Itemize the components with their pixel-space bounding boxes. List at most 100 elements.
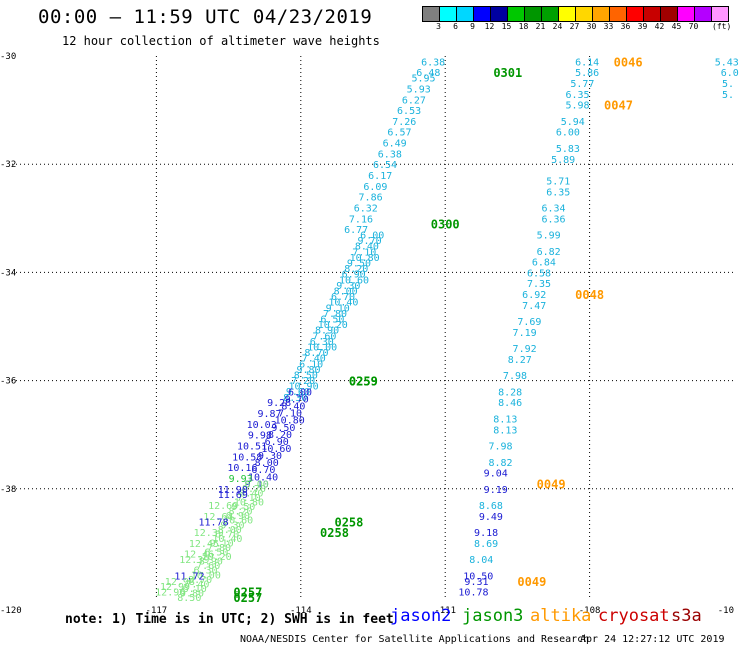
swh-dense-mark: 6.90 [342, 270, 366, 281]
swh-dense-mark: 10.40 [248, 472, 278, 483]
swh-label: 5.95 [411, 74, 435, 85]
swh-dense-mark: 6.30 [193, 566, 217, 577]
y-tick-label: -36 [0, 377, 16, 387]
swh-label: 5.77 [570, 79, 594, 90]
swh-dense-mark: 9.70 [285, 394, 309, 405]
legend-swatch [559, 6, 576, 22]
swh-label: 6.54 [373, 160, 397, 171]
swh-label: 8.69 [474, 539, 498, 550]
swh-label: 11.72 [174, 571, 204, 582]
swh-dense-mark: 8.20 [344, 264, 368, 275]
swh-label: 6.14 [575, 57, 599, 68]
swh-dense-mark: 7.40 [302, 354, 326, 365]
swh-label: 6.38 [378, 149, 402, 160]
grid-lines [12, 56, 734, 597]
swh-label: 5.43 [715, 57, 739, 68]
swh-label: 6.36 [541, 214, 565, 225]
time-label: 0259 [349, 375, 378, 389]
swh-label: 12.39 [179, 555, 209, 566]
swh-dense-mark: 9.30 [258, 451, 282, 462]
swh-label: 9.49 [479, 512, 503, 523]
page-subtitle: 12 hour collection of altimeter wave hei… [62, 34, 380, 48]
swh-dense-mark: 9.70 [242, 484, 266, 495]
swh-label: 9.04 [484, 469, 508, 480]
swh-label: 5. [722, 90, 734, 101]
legend-swatch [457, 6, 474, 22]
footer-credit: NOAA/NESDIS Center for Satellite Applica… [240, 634, 590, 645]
swh-label: 11.90 [218, 485, 248, 496]
swh-label: 9.28 [267, 398, 291, 409]
swh-label: 7.16 [349, 214, 373, 225]
swh-dense-mark: 9.30 [336, 281, 360, 292]
swh-dense-mark: 10.80 [350, 253, 380, 264]
swh-dense-mark: 8.20 [228, 507, 252, 518]
swh-dense-mark: 10.60 [223, 516, 253, 527]
swh-dense-mark: 10.40 [212, 534, 242, 545]
swh-dense-mark: 8.00 [334, 286, 358, 297]
swh-label: 6.48 [416, 68, 440, 79]
swh-dense-mark: 9.10 [245, 479, 269, 490]
swh-label: 7.69 [517, 317, 541, 328]
swh-dense-mark: 6.70 [215, 529, 239, 540]
swh-label: 9.93 [229, 474, 253, 485]
swh-label: 6.38 [421, 57, 445, 68]
swh-label: 9.18 [474, 528, 498, 539]
legend-tick-label: 45 [671, 22, 682, 31]
time-label: 0300 [431, 218, 460, 232]
swh-label: 10.16 [227, 463, 257, 474]
satellite-label-jason3: jason3 [462, 606, 524, 626]
y-tick-label: -38 [0, 485, 16, 495]
legend-tick-label: 39 [637, 22, 648, 31]
swh-dense-mark: 8.40 [239, 488, 263, 499]
legend-swatch [695, 6, 712, 22]
time-label: 0257 [233, 591, 262, 605]
x-tick-label: -111 [434, 606, 456, 616]
swh-label: 7.98 [488, 442, 512, 453]
legend-tick-label: 30 [586, 22, 597, 31]
swh-label: 7.92 [513, 344, 537, 355]
swh-dense-mark: 7.80 [323, 309, 347, 320]
legend-swatch [610, 6, 627, 22]
swh-dense-mark: 10.80 [275, 416, 305, 427]
legend-tick-label: 3 [436, 22, 441, 31]
swh-label: 12.45 [189, 539, 219, 550]
legend-tick-label: 21 [535, 22, 546, 31]
swh-dense-mark: 9.10 [326, 303, 350, 314]
satellite-label-altika: altika [530, 606, 592, 626]
swh-dense-mark: 10.00 [191, 570, 221, 581]
legend-swatch [474, 6, 491, 22]
swh-dense-mark: 9.50 [271, 423, 295, 434]
swh-label: 5.93 [407, 84, 431, 95]
swh-label: 7.19 [513, 328, 537, 339]
swh-dense-mark: 6.00 [245, 479, 269, 490]
swh-dense-mark: 7.60 [196, 561, 220, 572]
time-label: 0301 [493, 66, 522, 80]
swh-dense-mark: 10.60 [339, 275, 369, 286]
swh-label: 6.32 [354, 203, 378, 214]
swh-dense-mark: 8.90 [315, 326, 339, 337]
swh-label: 5.98 [566, 101, 590, 112]
swh-dense-mark: 6.00 [360, 231, 384, 242]
swh-dense-mark: 10.20 [318, 320, 348, 331]
y-tick-label: -34 [0, 268, 16, 278]
swh-label: 6.84 [532, 258, 556, 269]
swh-dense-mark: 8.50 [294, 370, 318, 381]
swh-dense-mark: 7.40 [185, 579, 209, 590]
swh-label: 5.86 [575, 68, 599, 79]
swh-label: 10.03 [247, 420, 277, 431]
swh-label: 7.26 [392, 117, 416, 128]
legend-swatch [593, 6, 610, 22]
footer-timestamp: Apr 24 12:27:12 UTC 2019 [580, 634, 725, 645]
swh-label: 6.35 [546, 187, 570, 198]
swh-label: 6.0 [721, 68, 739, 79]
time-label: 0258 [334, 515, 363, 529]
swh-dense-mark: 8.00 [255, 458, 279, 469]
swh-label: 6.49 [383, 139, 407, 150]
swh-label: 5.71 [546, 176, 570, 187]
swh-label: 5.94 [561, 117, 585, 128]
swh-dense-mark: 8.50 [177, 593, 201, 604]
swh-label: 12.99 [160, 582, 190, 593]
swh-dense-mark: 6.90 [265, 437, 289, 448]
swh-label: 6.09 [363, 182, 387, 193]
